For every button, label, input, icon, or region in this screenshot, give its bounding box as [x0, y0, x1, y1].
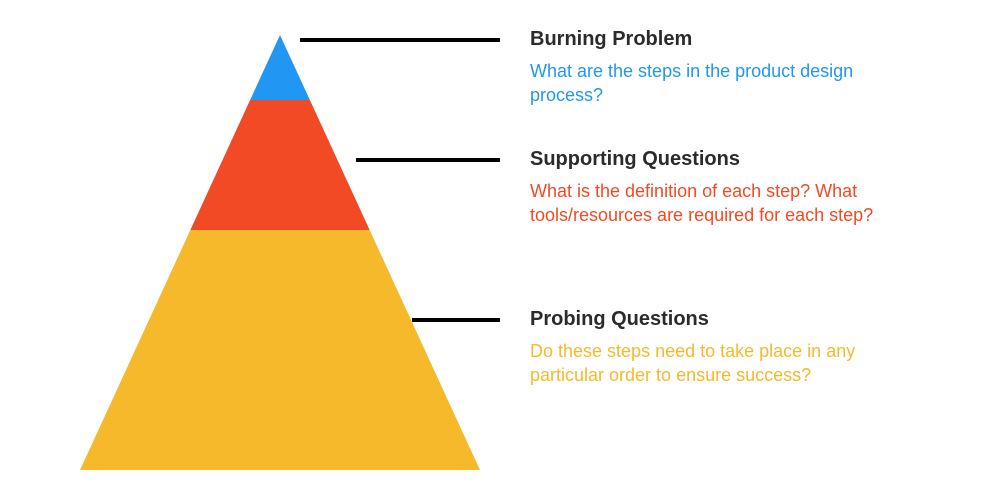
label-subtext: Do these steps need to take place in any…	[530, 339, 890, 388]
label-title: Probing Questions	[530, 308, 890, 331]
label-subtext: What are the steps in the product design…	[530, 59, 890, 108]
pyramid-tier-middle	[190, 100, 369, 230]
pyramid-tier-bottom	[80, 230, 480, 470]
pyramid-tier-top	[250, 35, 310, 100]
diagram-canvas: Burning Problem What are the steps in th…	[0, 0, 1000, 500]
connector-line-3	[412, 318, 500, 322]
label-burning-problem: Burning Problem What are the steps in th…	[530, 28, 890, 108]
label-subtext: What is the definition of each step? Wha…	[530, 179, 890, 228]
label-title: Supporting Questions	[530, 148, 890, 171]
label-probing-questions: Probing Questions Do these steps need to…	[530, 308, 890, 388]
label-title: Burning Problem	[530, 28, 890, 51]
label-supporting-questions: Supporting Questions What is the definit…	[530, 148, 890, 228]
connector-line-1	[300, 38, 500, 42]
connector-line-2	[356, 158, 500, 162]
